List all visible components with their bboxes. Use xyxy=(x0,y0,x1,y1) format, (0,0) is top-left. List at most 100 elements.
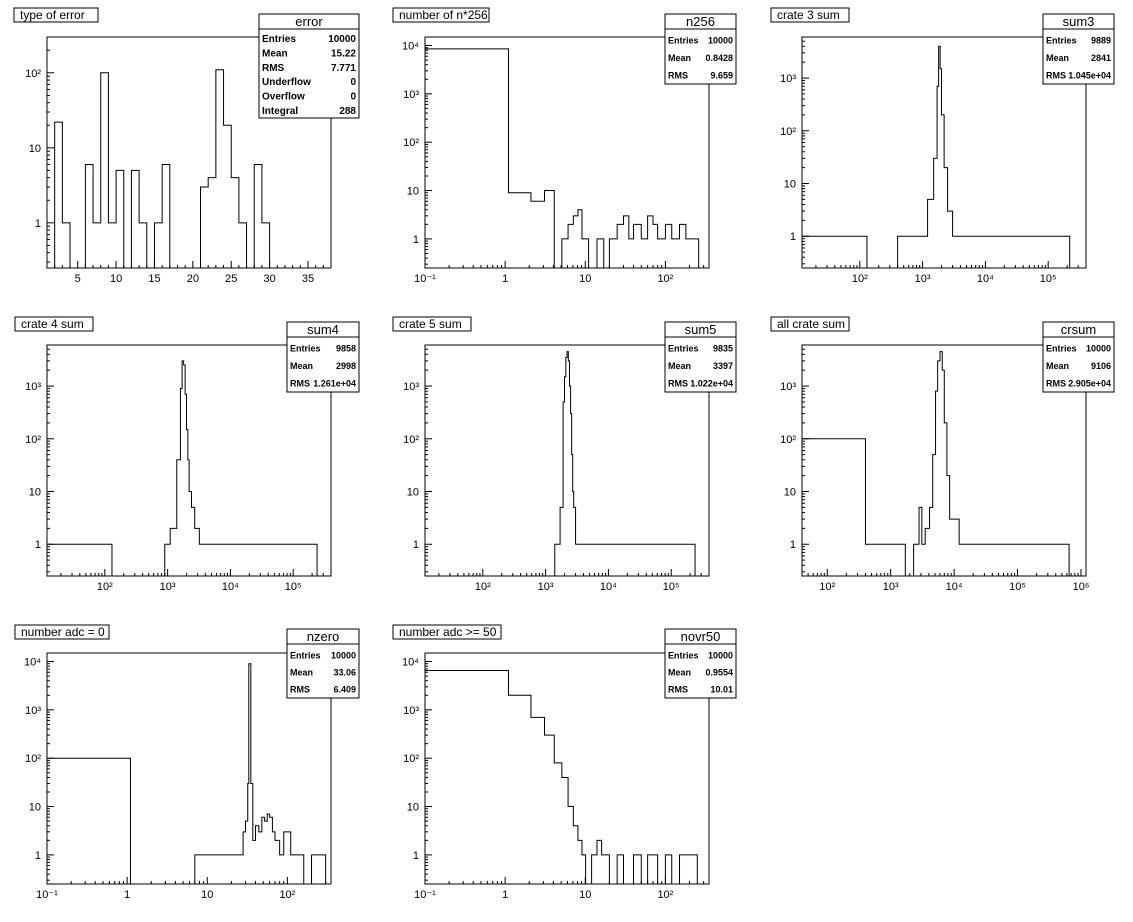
x-tick-label: 10² xyxy=(97,581,113,593)
x-tick-label: 1 xyxy=(502,889,508,901)
histogram-panel: 1 10 10² 10³ 10² 10³ 10⁴ 10⁵ crate 3 sum sum3 Entr… xyxy=(770,7,1115,285)
y-tick-label: 10² xyxy=(25,434,41,446)
y-tick-label: 10³ xyxy=(25,381,41,393)
y-tick-label: 10² xyxy=(403,434,419,446)
stats-name: error xyxy=(295,14,323,29)
stats-value: 2998 xyxy=(336,361,356,371)
x-tick-label: 1 xyxy=(124,889,130,901)
y-tick-label: 10⁴ xyxy=(402,657,419,669)
y-tick-label: 10 xyxy=(407,487,419,499)
y-tick-label: 10³ xyxy=(403,705,419,717)
stats-key: RMS xyxy=(290,378,310,388)
stats-value: 0 xyxy=(350,92,356,103)
x-tick-label: 10³ xyxy=(160,581,176,593)
x-tick-label: 5 xyxy=(75,273,81,285)
stats-key: Entries xyxy=(1046,344,1077,354)
histogram-panel: 1 10 10² 10³ 10⁴ 10⁻¹ 1 10 10² number adc >= 50 no… xyxy=(392,624,737,901)
stats-value: 9889 xyxy=(1091,36,1111,46)
stats-key: RMS xyxy=(668,70,688,80)
stats-box xyxy=(286,628,360,699)
stats-value: 2841 xyxy=(1091,53,1111,63)
x-tick-label: 10⁵ xyxy=(285,581,302,593)
stats-key: Integral xyxy=(262,106,298,117)
stats-value: 33.06 xyxy=(333,668,356,678)
histogram-panel: 1 10 10² 10³ 10² 10³ 10⁴ 10⁵ crate 4 sum sum4 Entr… xyxy=(14,316,360,593)
stats-key: Mean xyxy=(668,361,691,371)
stats-name: crsum xyxy=(1061,322,1096,337)
histogram-series xyxy=(554,351,696,576)
stats-value: 2.905e+04 xyxy=(1068,378,1111,388)
stats-box xyxy=(1042,13,1115,85)
stats-value: 9.659 xyxy=(710,70,733,80)
stats-name: novr50 xyxy=(681,629,721,644)
x-tick-label: 10² xyxy=(279,889,295,901)
y-tick-label: 10 xyxy=(407,186,419,198)
x-tick-label: 10⁴ xyxy=(946,581,963,593)
stats-key: Entries xyxy=(668,36,699,46)
y-tick-label: 10 xyxy=(784,179,796,191)
y-tick-label: 10² xyxy=(25,753,41,765)
y-tick-label: 1 xyxy=(790,231,796,243)
stats-value: 10000 xyxy=(331,651,356,661)
stats-name: sum4 xyxy=(307,322,339,337)
stats-key: Underflow xyxy=(262,77,311,88)
stats-value: 288 xyxy=(339,106,356,117)
histogram-series xyxy=(424,48,700,269)
stats-value: 6.409 xyxy=(333,685,356,695)
x-tick-label: 10³ xyxy=(538,581,554,593)
x-tick-label: 10⁻¹ xyxy=(36,889,58,901)
x-tick-label: 10³ xyxy=(915,273,931,285)
title-box xyxy=(14,316,94,332)
stats-value: 1.261e+04 xyxy=(313,378,356,388)
y-tick-label: 10² xyxy=(25,68,41,80)
stats-key: Entries xyxy=(1046,36,1077,46)
y-tick-label: 10² xyxy=(780,434,796,446)
stats-name: sum3 xyxy=(1063,14,1095,29)
y-tick-label: 10 xyxy=(29,802,41,814)
title-box xyxy=(392,624,502,640)
stats-value: 1.045e+04 xyxy=(1068,70,1111,80)
stats-value: 7.771 xyxy=(331,63,356,74)
stats-key: RMS xyxy=(262,63,285,74)
stats-key: Mean xyxy=(290,361,313,371)
y-tick-label: 1 xyxy=(790,539,796,551)
stats-key: RMS xyxy=(290,685,310,695)
histogram-title: crate 3 sum xyxy=(777,8,840,22)
histogram-series xyxy=(424,670,704,885)
histogram-title: type of error xyxy=(20,8,85,22)
histogram-series xyxy=(46,663,327,885)
histogram-panel: 1 10 10² 10³ 10⁴ 10⁻¹ 1 10 10² number adc = 0 nzer… xyxy=(14,624,360,901)
x-tick-label: 10⁵ xyxy=(1009,581,1026,593)
y-tick-label: 10² xyxy=(780,126,796,138)
stats-value: 10000 xyxy=(328,34,356,45)
x-tick-label: 10⁴ xyxy=(600,581,617,593)
stats-value: 10.01 xyxy=(710,685,733,695)
x-tick-label: 10⁻¹ xyxy=(414,889,436,901)
y-tick-label: 10 xyxy=(29,487,41,499)
x-tick-label: 10⁻¹ xyxy=(414,273,436,285)
plot-frame xyxy=(46,344,332,577)
stats-key: Entries xyxy=(668,651,699,661)
title-box xyxy=(770,316,850,332)
x-tick-label: 10² xyxy=(657,273,673,285)
histogram-panel: 1 10 10² 10³ 10² 10³ 10⁴ 10⁵ 10⁶ all crate sum crs… xyxy=(770,316,1115,593)
stats-key: Mean xyxy=(262,49,288,60)
x-tick-label: 10³ xyxy=(883,581,899,593)
x-tick-label: 10⁶ xyxy=(1073,581,1090,593)
x-tick-label: 25 xyxy=(225,273,237,285)
x-tick-label: 35 xyxy=(302,273,314,285)
stats-key: Entries xyxy=(668,344,699,354)
histogram-panel: 1 10 10² 10³ 10² 10³ 10⁴ 10⁵ crate 5 sum sum5 Entr… xyxy=(392,316,737,593)
y-tick-label: 1 xyxy=(35,218,41,230)
stats-key: RMS xyxy=(1046,70,1066,80)
stats-key: Entries xyxy=(290,344,321,354)
y-tick-label: 1 xyxy=(35,539,41,551)
stats-value: 9835 xyxy=(713,344,733,354)
stats-value: 10000 xyxy=(708,36,733,46)
y-tick-label: 10² xyxy=(403,137,419,149)
stats-key: Mean xyxy=(1046,361,1069,371)
y-tick-label: 10³ xyxy=(780,73,796,85)
stats-key: Mean xyxy=(290,668,313,678)
stats-value: 9858 xyxy=(336,344,356,354)
y-tick-label: 10³ xyxy=(403,89,419,101)
